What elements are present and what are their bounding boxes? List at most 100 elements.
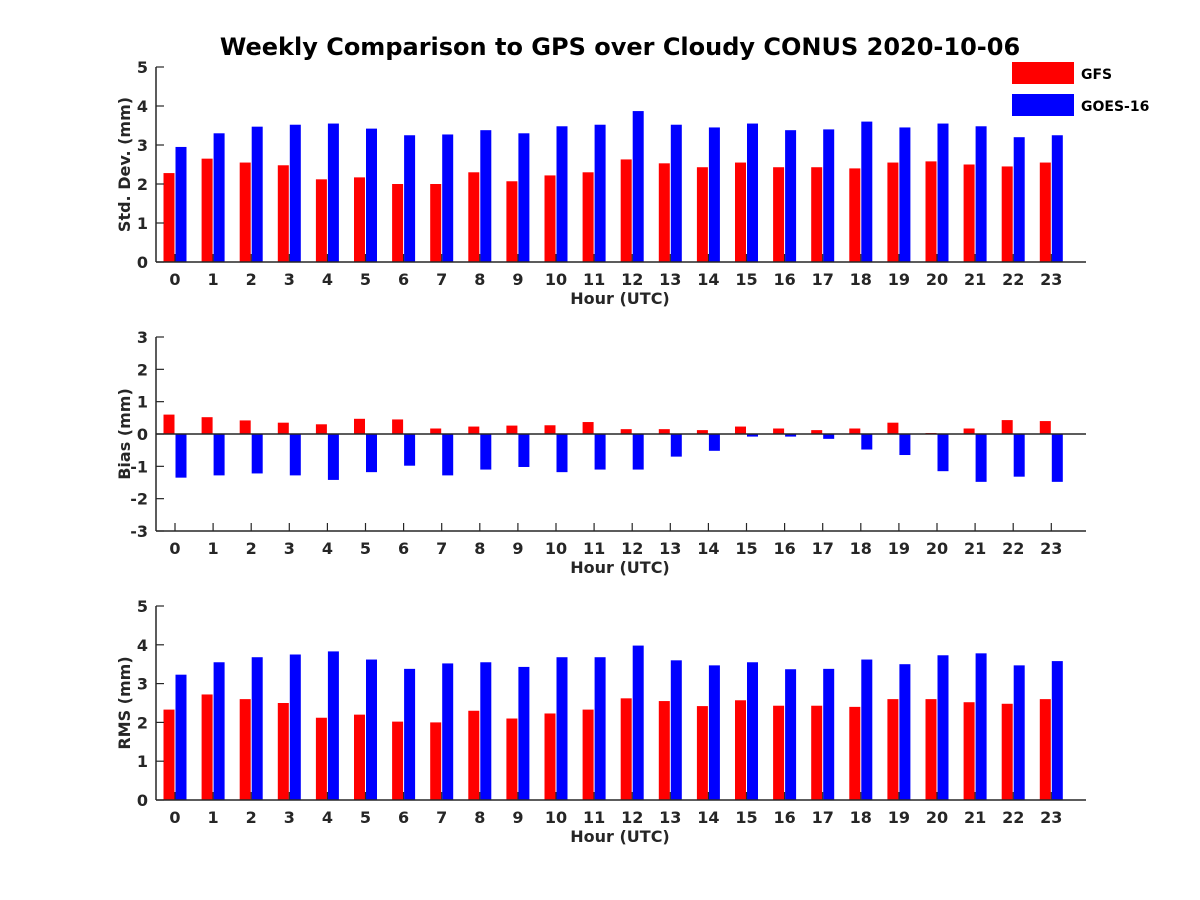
- rms-bar-gfs-19: [887, 699, 899, 800]
- std-dev-x-tick-label: 10: [545, 270, 567, 289]
- bias-bar-gfs-17: [811, 430, 823, 434]
- std-dev-y-axis-label: Std. Dev. (mm): [115, 97, 134, 232]
- rms-bar-goes16-1: [213, 662, 225, 800]
- bias-x-tick-label: 6: [398, 539, 409, 558]
- bias-bar-gfs-22: [1001, 420, 1013, 434]
- bias-bar-goes16-8: [480, 434, 492, 470]
- bias-bar-gfs-2: [239, 420, 251, 434]
- std-dev-bar-goes16-21: [975, 126, 987, 262]
- std-dev-bar-goes16-19: [899, 127, 911, 262]
- std-dev-bar-goes16-23: [1051, 135, 1063, 262]
- std-dev-y-tick-label: 0: [137, 253, 148, 272]
- std-dev-bar-gfs-3: [277, 165, 289, 262]
- bias-bar-gfs-7: [430, 428, 442, 434]
- bias-x-tick-label: 13: [659, 539, 681, 558]
- rms-x-tick-label: 18: [850, 808, 872, 827]
- rms-y-tick-label: 0: [137, 791, 148, 810]
- bias-y-tick-label: 0: [137, 425, 148, 444]
- rms-bar-gfs-8: [468, 710, 480, 800]
- std-dev-bar-goes16-6: [404, 135, 416, 262]
- rms-bar-goes16-11: [594, 657, 606, 800]
- bias-x-tick-label: 8: [474, 539, 485, 558]
- rms-bar-goes16-17: [823, 668, 835, 800]
- rms-x-tick-label: 23: [1040, 808, 1062, 827]
- rms-x-tick-label: 7: [436, 808, 447, 827]
- bias-bar-goes16-16: [785, 434, 797, 437]
- rms-bar-goes16-0: [175, 674, 187, 800]
- bias-bar-goes16-18: [861, 434, 873, 450]
- std-dev-x-tick-label: 2: [246, 270, 257, 289]
- std-dev-x-tick-label: 13: [659, 270, 681, 289]
- rms-bar-goes16-2: [251, 657, 263, 800]
- bias-bar-goes16-15: [747, 434, 758, 437]
- std-dev-bar-gfs-10: [544, 175, 556, 262]
- rms-bar-goes16-18: [861, 659, 873, 800]
- std-dev-bar-gfs-2: [239, 162, 251, 262]
- rms-bar-gfs-22: [1001, 703, 1013, 800]
- std-dev-bar-gfs-7: [430, 184, 442, 262]
- std-dev-bar-gfs-19: [887, 162, 899, 262]
- rms-bar-goes16-19: [899, 664, 911, 800]
- bias-x-tick-label: 7: [436, 539, 447, 558]
- std-dev-bar-goes16-20: [937, 123, 949, 262]
- rms-bar-gfs-10: [544, 713, 556, 800]
- rms-bar-goes16-3: [289, 654, 301, 800]
- std-dev-bar-goes16-16: [785, 130, 797, 262]
- std-dev-bar-goes16-4: [327, 123, 339, 262]
- rms-x-tick-label: 14: [697, 808, 719, 827]
- rms-x-tick-label: 2: [246, 808, 257, 827]
- rms-x-tick-label: 4: [322, 808, 333, 827]
- std-dev-x-tick-label: 1: [208, 270, 219, 289]
- std-dev-bar-gfs-18: [849, 168, 861, 262]
- bias-bar-goes16-5: [366, 434, 377, 473]
- bias-bar-gfs-16: [773, 428, 785, 434]
- std-dev-bar-gfs-22: [1001, 166, 1013, 262]
- rms-x-tick-label: 0: [169, 808, 180, 827]
- rms-bar-gfs-13: [658, 701, 670, 800]
- rms-bar-gfs-9: [506, 718, 518, 800]
- rms-y-tick-label: 4: [137, 636, 148, 655]
- legend-swatch-gfs: [1012, 62, 1074, 84]
- rms-bar-gfs-23: [1039, 699, 1051, 800]
- std-dev-bar-goes16-7: [442, 134, 454, 262]
- std-dev-bar-goes16-11: [594, 124, 606, 262]
- bias-y-tick-label: 2: [137, 360, 148, 379]
- std-dev-bar-gfs-20: [925, 161, 937, 262]
- std-dev-x-tick-label: 23: [1040, 270, 1062, 289]
- rms-bar-gfs-6: [392, 721, 404, 800]
- bias-bar-goes16-19: [899, 434, 911, 456]
- bias-x-tick-label: 15: [735, 539, 757, 558]
- rms-x-tick-label: 13: [659, 808, 681, 827]
- bias-y-tick-label: -1: [130, 457, 148, 476]
- std-dev-x-tick-label: 11: [583, 270, 605, 289]
- std-dev-y-tick-label: 3: [137, 136, 148, 155]
- rms-bar-gfs-12: [620, 698, 632, 800]
- rms-x-tick-label: 9: [512, 808, 523, 827]
- std-dev-bar-gfs-16: [773, 167, 785, 262]
- bias-bar-gfs-6: [392, 419, 404, 434]
- bias-bar-goes16-10: [556, 434, 568, 473]
- std-dev-y-tick-label: 5: [137, 58, 148, 77]
- rms-bar-gfs-17: [811, 705, 823, 800]
- std-dev-bar-gfs-4: [315, 179, 327, 262]
- bias-bar-goes16-12: [632, 434, 644, 470]
- bias-bar-goes16-22: [1013, 434, 1025, 477]
- std-dev-bar-goes16-1: [213, 133, 225, 262]
- bias-bar-gfs-8: [468, 426, 480, 434]
- std-dev-bar-gfs-6: [392, 184, 404, 262]
- rms-x-tick-label: 21: [964, 808, 986, 827]
- bias-bar-gfs-23: [1039, 421, 1051, 434]
- std-dev-x-tick-label: 7: [436, 270, 447, 289]
- bias-y-tick-label: 1: [137, 393, 148, 412]
- rms-bar-gfs-3: [277, 703, 289, 800]
- bias-x-tick-label: 9: [512, 539, 523, 558]
- rms-y-tick-label: 1: [137, 752, 148, 771]
- bias-bar-gfs-0: [163, 414, 175, 434]
- std-dev-bar-gfs-9: [506, 181, 518, 262]
- std-dev-bar-goes16-0: [175, 146, 187, 262]
- bias-x-tick-label: 0: [169, 539, 180, 558]
- bias-bar-gfs-3: [277, 422, 289, 434]
